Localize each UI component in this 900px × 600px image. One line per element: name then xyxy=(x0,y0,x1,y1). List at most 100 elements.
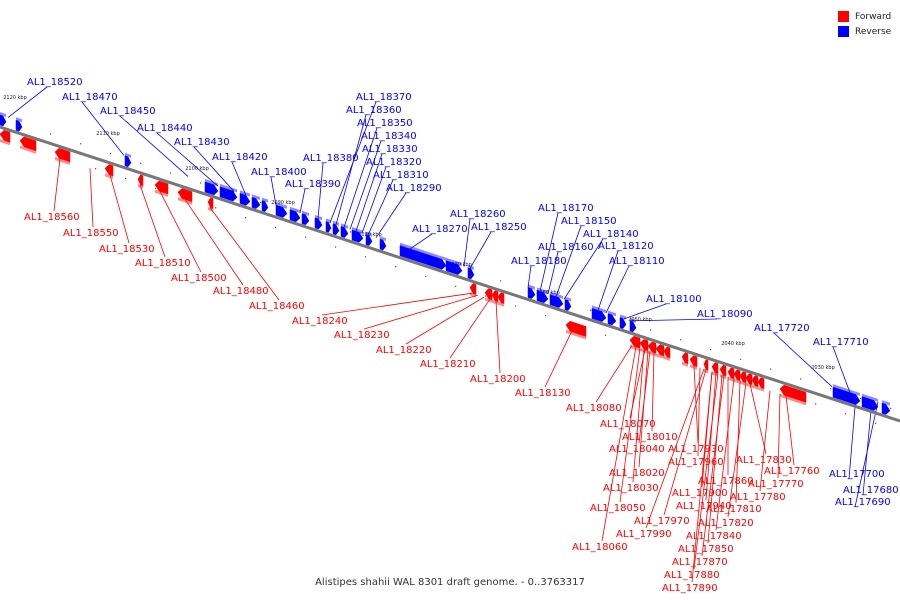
reverse-gene-label-leader xyxy=(81,101,125,156)
reverse-gene-shadow xyxy=(341,223,348,229)
reverse-gene xyxy=(314,217,323,230)
forward-gene-shadow xyxy=(492,299,498,305)
forward-gene xyxy=(484,288,493,301)
forward-gene-shadow xyxy=(758,386,764,392)
reverse-gene xyxy=(204,181,219,196)
forward-gene-shadow xyxy=(178,197,192,205)
minor-tick xyxy=(890,407,892,409)
reverse-gene-label-leader xyxy=(854,401,879,508)
forward-gene-label: AL1_17840 xyxy=(686,531,742,542)
reverse-gene xyxy=(445,260,463,275)
forward-gene xyxy=(727,367,735,380)
reverse-gene-label: AL1_18520 xyxy=(27,77,83,88)
minor-tick xyxy=(140,162,142,164)
forward-gene-shadow xyxy=(656,353,664,359)
reverse-gene-shadow xyxy=(468,264,474,270)
reverse-gene-label-leader xyxy=(375,192,407,239)
reverse-gene-shadow xyxy=(608,310,616,317)
reverse-gene xyxy=(301,213,310,226)
reverse-gene-label-leader xyxy=(527,265,532,288)
reverse-gene-shadow xyxy=(205,178,218,187)
reverse-gene xyxy=(251,196,261,209)
forward-gene-label: AL1_18550 xyxy=(63,228,119,239)
reverse-gene-shadow xyxy=(302,210,309,216)
forward-gene-label: AL1_18210 xyxy=(420,359,476,370)
forward-gene-label: AL1_18500 xyxy=(171,273,227,284)
forward-gene-label-leader xyxy=(89,168,94,228)
forward-gene xyxy=(177,188,193,203)
forward-gene xyxy=(703,359,709,371)
tick-label: 2090 kbp xyxy=(271,200,295,206)
reverse-gene-label-leader xyxy=(463,218,471,267)
forward-gene-label-leader xyxy=(632,349,645,483)
minor-tick xyxy=(155,187,157,189)
minor-tick xyxy=(200,182,202,184)
reverse-gene-label: AL1_18380 xyxy=(303,153,359,164)
reverse-gene-label-leader xyxy=(343,127,378,228)
forward-gene-shadow xyxy=(746,382,752,388)
tick-label: 2050 kbp xyxy=(628,317,652,323)
reverse-gene-label: AL1_18430 xyxy=(174,137,230,148)
forward-gene-label: AL1_18560 xyxy=(24,212,80,223)
minor-tick xyxy=(305,236,307,238)
forward-gene-label-leader xyxy=(184,199,244,286)
reverse-gene-label: AL1_18180 xyxy=(511,256,567,267)
minor-tick xyxy=(245,217,247,219)
minor-tick xyxy=(425,275,427,278)
reverse-gene-label: AL1_18150 xyxy=(561,216,617,227)
forward-gene xyxy=(469,283,477,295)
reverse-gene xyxy=(332,223,340,236)
reverse-gene-shadow xyxy=(528,284,535,290)
minor-tick xyxy=(740,358,742,360)
forward-gene-label: AL1_18510 xyxy=(135,258,191,269)
forward-gene-label: AL1_17780 xyxy=(730,492,786,503)
forward-gene-shadow xyxy=(690,364,697,370)
reverse-gene-label: AL1_18310 xyxy=(373,170,429,181)
forward-gene xyxy=(655,344,665,357)
tick-marks: 2120 kbp 2110 kbp 2100 kbp 2090 kbp 2080 kbp… xyxy=(3,95,892,425)
forward-gene-shadow xyxy=(498,301,504,307)
forward-gene-shadow xyxy=(648,350,656,357)
forward-gene-shadow xyxy=(682,361,688,367)
forward-gene-label-leader xyxy=(749,383,767,455)
minor-tick xyxy=(260,201,262,204)
gene-features xyxy=(0,112,891,415)
minor-tick xyxy=(830,388,832,390)
reverse-gene-label: AL1_18270 xyxy=(412,224,468,235)
reverse-gene xyxy=(340,226,349,238)
minor-tick xyxy=(215,207,217,209)
reverse-gene-shadow xyxy=(592,305,606,313)
reverse-gene xyxy=(832,386,861,405)
reverse-gene-shadow xyxy=(290,206,300,214)
reverse-gene xyxy=(591,308,607,322)
reverse-gene-label-leader xyxy=(355,153,383,232)
reverse-swatch xyxy=(838,26,849,37)
forward-gene xyxy=(565,320,587,337)
reverse-gene-label-leader xyxy=(361,166,387,234)
forward-gene-label-leader xyxy=(785,395,795,466)
forward-gene-shadow xyxy=(208,206,213,212)
reverse-gene-label-leader xyxy=(349,140,382,230)
reverse-gene xyxy=(629,320,637,333)
forward-gene xyxy=(739,371,747,384)
tick-label: 2120 kbp xyxy=(3,95,27,101)
reverse-gene-label: AL1_18360 xyxy=(346,105,402,116)
minor-tick xyxy=(710,348,712,351)
minor-tick xyxy=(665,354,667,356)
forward-gene-label: AL1_18060 xyxy=(572,542,628,553)
forward-gene-label: AL1_17890 xyxy=(662,583,718,594)
forward-gene-label-leader xyxy=(595,345,633,403)
forward-gene-shadow xyxy=(728,376,734,382)
reverse-gene-shadow xyxy=(0,112,6,117)
reverse-gene-label-leader xyxy=(848,394,857,480)
reverse-gene xyxy=(0,114,7,127)
forward-gene-label-leader xyxy=(759,390,771,492)
reverse-gene-label: AL1_18340 xyxy=(361,131,417,142)
reverse-gene-label: AL1_18440 xyxy=(137,123,193,134)
forward-gene-label: AL1_18020 xyxy=(609,468,665,479)
reverse-gene-label-leader xyxy=(119,115,189,177)
reverse-gene-label-leader xyxy=(597,250,619,311)
forward-gene-label: AL1_17770 xyxy=(748,479,804,490)
reverse-gene-shadow xyxy=(326,218,331,224)
